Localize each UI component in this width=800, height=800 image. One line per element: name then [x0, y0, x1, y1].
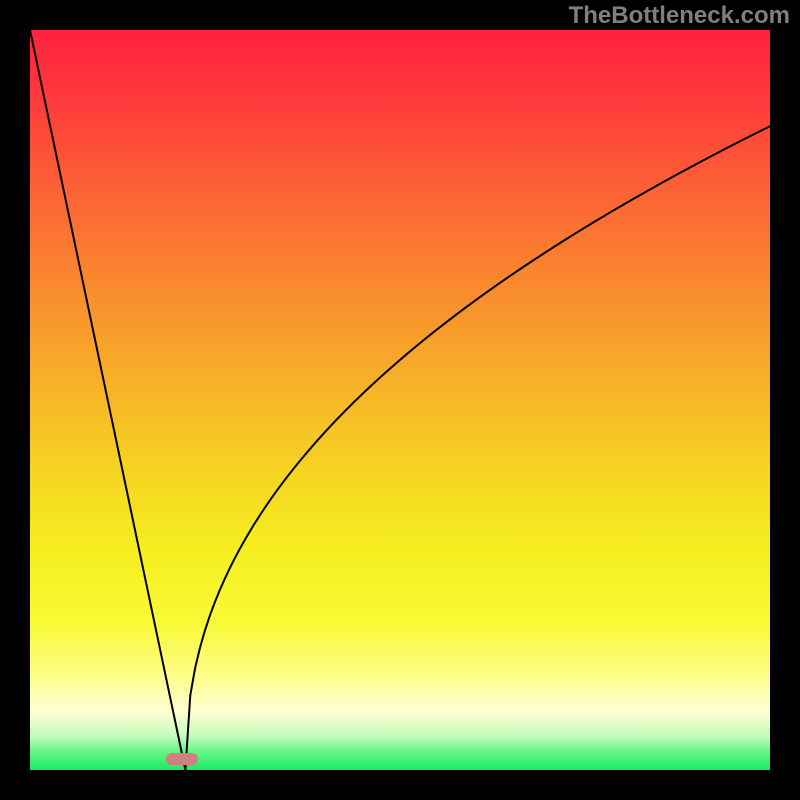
gradient-background	[30, 30, 770, 770]
watermark-text: TheBottleneck.com	[569, 2, 790, 30]
chart-container: TheBottleneck.com	[0, 0, 800, 800]
plot-area	[30, 30, 770, 770]
optimal-marker	[166, 753, 198, 765]
